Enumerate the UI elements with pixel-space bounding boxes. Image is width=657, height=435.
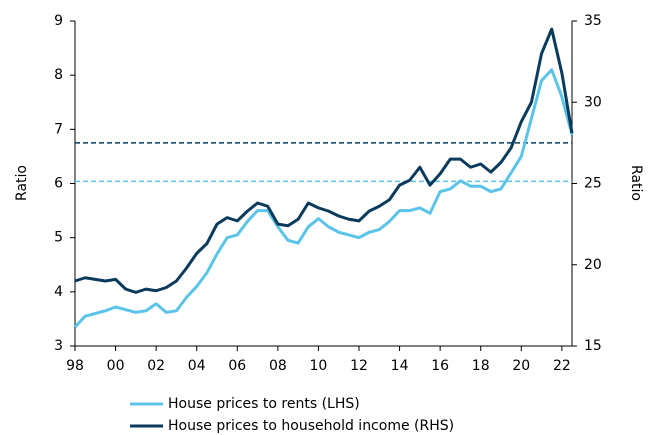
y-axis-label: Ratio	[14, 165, 30, 201]
y-tick-label: 4	[54, 284, 63, 300]
x-tick-label: 22	[553, 358, 571, 374]
x-tick-label: 16	[431, 358, 449, 374]
x-tick-label: 02	[147, 358, 165, 374]
x-tick-label: 12	[350, 358, 368, 374]
x-tick-label: 98	[66, 358, 84, 374]
y-tick-label: 5	[54, 230, 63, 246]
legend-label: House prices to household income (RHS)	[168, 418, 454, 434]
x-tick-label: 18	[472, 358, 490, 374]
y2-axis-label: Ratio	[628, 165, 644, 201]
line	[74, 27, 574, 294]
y2-tick-label: 25	[584, 176, 602, 192]
y-tick-label: 9	[54, 13, 63, 29]
y2-tick-label: 30	[584, 94, 602, 110]
x-tick-label: 10	[310, 358, 328, 374]
y2-tick-label: 35	[584, 13, 602, 29]
x-tick-label: 00	[107, 358, 125, 374]
legend-label: House prices to rents (LHS)	[168, 396, 360, 412]
x-tick-label: 20	[512, 358, 530, 374]
y-tick-label: 8	[54, 67, 63, 83]
y-tick-label: 7	[54, 121, 63, 137]
x-tick-label: 14	[391, 358, 409, 374]
line	[73, 68, 574, 329]
y-tick-label: 3	[54, 338, 63, 354]
y2-tick-label: 15	[584, 338, 602, 354]
x-tick-label: 06	[228, 358, 246, 374]
x-tick-label: 08	[269, 358, 287, 374]
x-tick-label: 04	[188, 358, 206, 374]
y2-tick-label: 20	[584, 257, 602, 273]
y-tick-label: 6	[54, 176, 63, 192]
